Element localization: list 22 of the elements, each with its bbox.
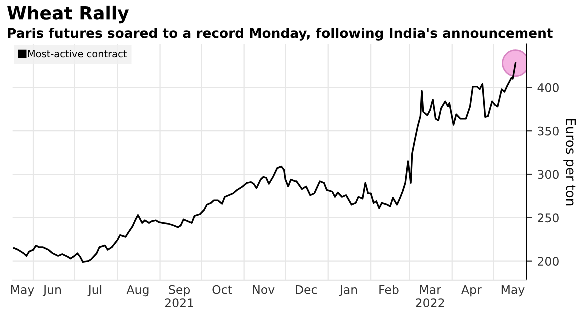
y-axis-title: Euros per ton <box>564 119 576 206</box>
x-tick-label: Oct <box>212 285 232 294</box>
x-tick-label: Feb <box>380 285 399 294</box>
x-tick-label: Jul <box>88 285 102 296</box>
x-tick-label: Mar 2022 <box>416 286 444 308</box>
y-tick-label: 300 <box>538 170 559 180</box>
x-tick-label: Sep 2021 <box>165 285 194 308</box>
legend-label: Most-active contract <box>28 50 127 58</box>
chart-title: Wheat Rally <box>8 6 130 24</box>
x-tick-label: Jun <box>42 286 62 296</box>
y-tick-label: 200 <box>538 257 559 266</box>
x-tick-label: Jan <box>339 286 358 296</box>
chart-subtitle: Paris futures soared to a record Monday, following India's announcement <box>8 28 553 41</box>
y-tick-label: 250 <box>538 214 559 223</box>
x-tick-label: Apr <box>462 286 482 297</box>
x-tick-label: Dec <box>296 286 318 294</box>
x-tick-label: Nov <box>253 286 275 294</box>
x-tick-label: Aug <box>126 286 149 297</box>
x-tick-label: May <box>11 286 34 297</box>
x-tick-label: May <box>502 286 525 297</box>
y-tick-label: 350 <box>538 126 559 136</box>
y-tick-label: 400 <box>538 83 559 92</box>
